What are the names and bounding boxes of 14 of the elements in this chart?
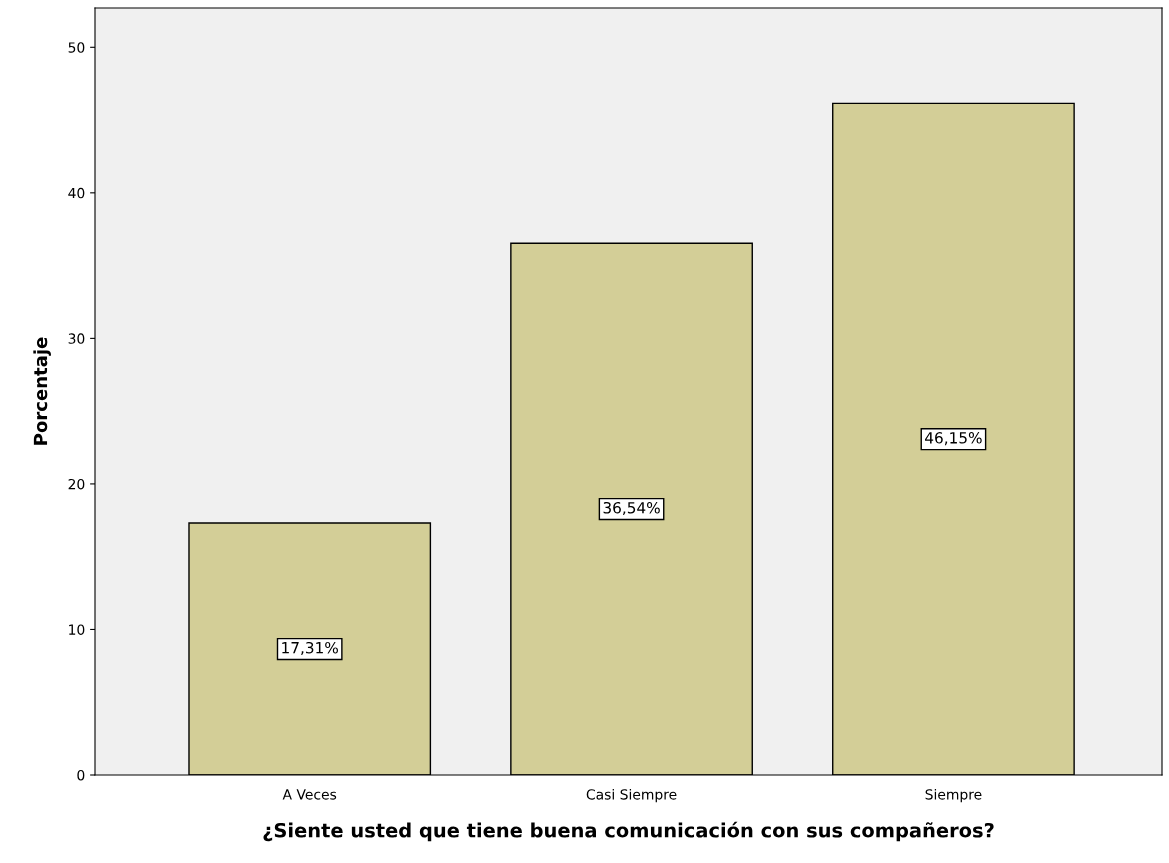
data-label: 36,54%	[603, 501, 660, 516]
y-axis-title: Porcentaje	[33, 337, 51, 445]
x-tick-label: Siempre	[925, 788, 982, 803]
data-label: 46,15%	[925, 432, 982, 446]
y-tick-label: 20	[68, 478, 85, 490]
y-tick-label: 0	[77, 769, 85, 781]
data-label: 17,31%	[282, 641, 338, 656]
x-tick-label: A Veces	[282, 789, 337, 800]
x-axis-title: ¿Siente usted que tiene buena comunicación con sus compañeros?	[263, 821, 994, 842]
x-tick-label: Casi Siempre	[586, 788, 677, 803]
y-tick-label: 50	[68, 42, 85, 53]
y-tick-label: 10	[69, 624, 85, 635]
y-tick-label: 30	[68, 333, 85, 344]
y-tick-label: 40	[68, 187, 85, 199]
